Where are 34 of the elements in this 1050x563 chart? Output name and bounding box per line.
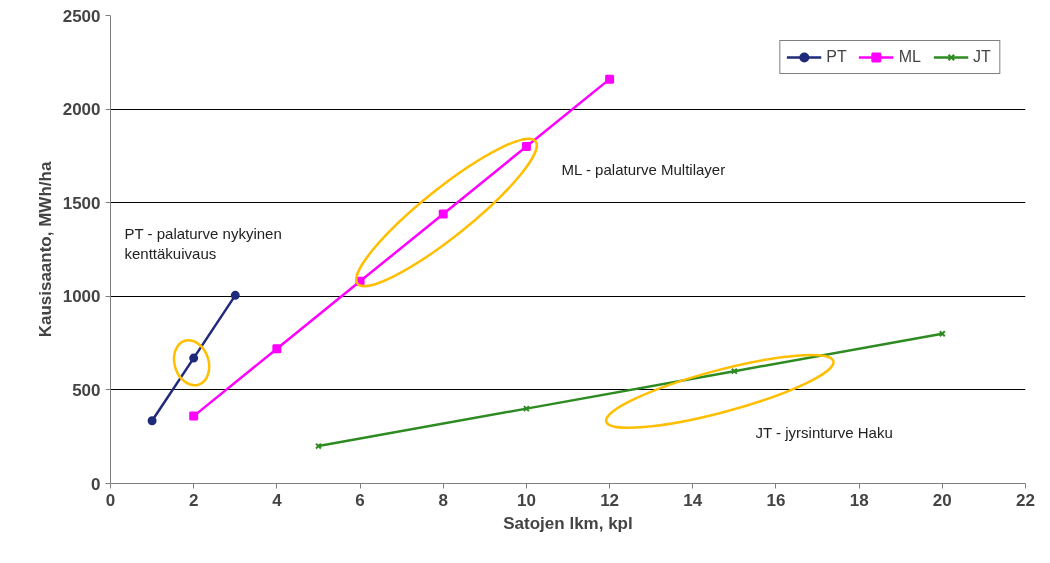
y-tick-label: 2000 bbox=[62, 100, 101, 120]
point bbox=[189, 353, 199, 363]
x-tick-label: 16 bbox=[766, 490, 786, 510]
y-tick-label: 1500 bbox=[62, 193, 101, 213]
y-tick-label: 1000 bbox=[62, 287, 101, 307]
annotation: ML - palaturve Multilayer bbox=[561, 160, 726, 178]
x-tick-label: 10 bbox=[516, 490, 536, 510]
point bbox=[189, 411, 199, 421]
legend-label: ML bbox=[898, 48, 921, 66]
point bbox=[438, 209, 448, 219]
y-tick-label: 500 bbox=[72, 380, 101, 400]
annotation: PT - palaturve nykyinen kenttäkuivaus bbox=[124, 225, 282, 263]
y-tick-label: 0 bbox=[91, 474, 101, 494]
x-tick-label: 22 bbox=[1016, 490, 1035, 510]
point bbox=[521, 142, 531, 152]
annotation: JT - jyrsinturve Haku bbox=[755, 423, 893, 441]
x-tick-label: 18 bbox=[849, 490, 869, 510]
x-tick-label: 20 bbox=[932, 490, 952, 510]
x-axis-title: Satojen lkm, kpl bbox=[503, 513, 633, 533]
point bbox=[272, 344, 282, 354]
x-tick-label: 0 bbox=[105, 490, 116, 510]
x-tick-label: 2 bbox=[188, 490, 199, 510]
x-tick-label: 12 bbox=[600, 490, 620, 510]
point bbox=[230, 290, 240, 300]
x-tick-label: 6 bbox=[355, 490, 365, 510]
y-tick-label: 2500 bbox=[62, 6, 101, 26]
legend-label: JT bbox=[973, 48, 992, 66]
x-tick-label: 14 bbox=[683, 490, 703, 510]
x-tick-label: 8 bbox=[438, 490, 448, 510]
point bbox=[605, 74, 615, 84]
legend-label: PT bbox=[826, 48, 847, 66]
x-tick-label: 4 bbox=[272, 490, 283, 510]
y-axis-title: Kausisaanto, MWh/ha bbox=[35, 161, 55, 338]
point bbox=[147, 416, 157, 426]
